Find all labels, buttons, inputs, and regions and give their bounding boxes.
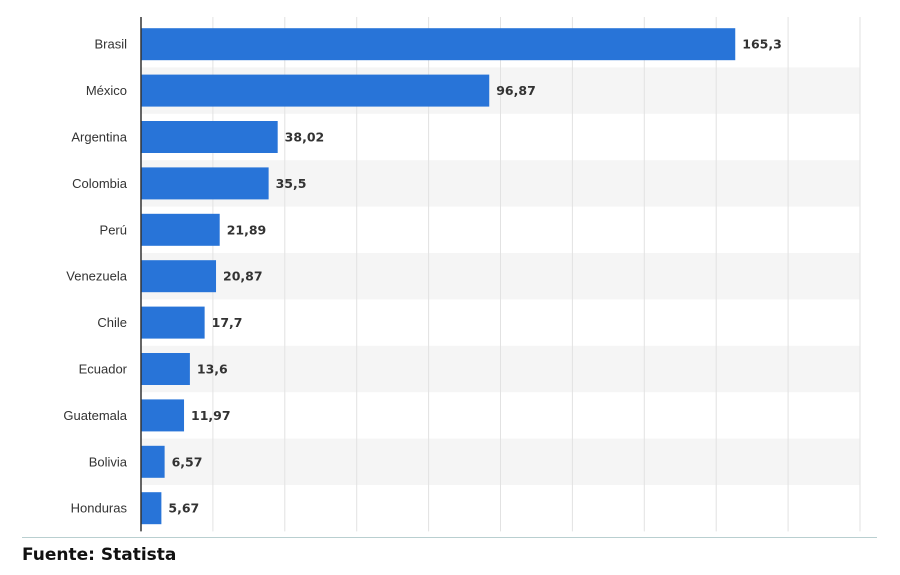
- category-label: Bolivia: [89, 454, 128, 469]
- category-label: México: [86, 83, 127, 98]
- category-labels: Brasil México Argentina Colombia Perú Venezue…: [63, 37, 127, 516]
- bar-méxico: [141, 74, 490, 107]
- category-label: Guatemala: [63, 408, 127, 423]
- bar-chart: Brasil México Argentina Colombia Perú Venezue…: [63, 17, 861, 532]
- category-label: Ecuador: [79, 362, 128, 377]
- value-label: 13,6: [197, 362, 228, 377]
- value-label: 165,3: [742, 37, 782, 52]
- source-text: Fuente: Statista: [22, 545, 177, 565]
- category-label: Brasil: [94, 37, 127, 52]
- bar-brasil: [141, 28, 736, 61]
- category-label: Honduras: [71, 501, 128, 516]
- bar-ecuador: [141, 353, 190, 385]
- value-label: 38,02: [285, 130, 325, 145]
- bar-chile: [141, 306, 205, 339]
- category-label: Venezuela: [66, 269, 127, 284]
- value-label: 17,7: [212, 315, 243, 330]
- category-label: Argentina: [71, 130, 127, 145]
- value-label: 6,57: [172, 454, 203, 469]
- bar-argentina: [141, 121, 278, 153]
- value-label: 11,97: [191, 408, 231, 423]
- bar-honduras: [141, 492, 162, 525]
- value-label: 35,5: [276, 176, 307, 191]
- bar-bolivia: [141, 445, 165, 478]
- category-label: Perú: [100, 222, 127, 237]
- value-label: 5,67: [168, 501, 199, 516]
- category-label: Colombia: [72, 176, 128, 191]
- bar-guatemala: [141, 399, 185, 432]
- bar-venezuela: [141, 260, 217, 293]
- bars: [141, 28, 736, 525]
- bar-colombia: [141, 167, 269, 200]
- footer-divider: [22, 537, 877, 538]
- value-labels: 165,3 96,87 38,02 35,5 21,89 20,87 17,7 13,6 11,…: [168, 37, 781, 516]
- value-label: 20,87: [223, 269, 263, 284]
- value-label: 96,87: [496, 83, 536, 98]
- category-label: Chile: [97, 315, 127, 330]
- value-label: 21,89: [227, 222, 267, 237]
- bar-perú: [141, 213, 220, 246]
